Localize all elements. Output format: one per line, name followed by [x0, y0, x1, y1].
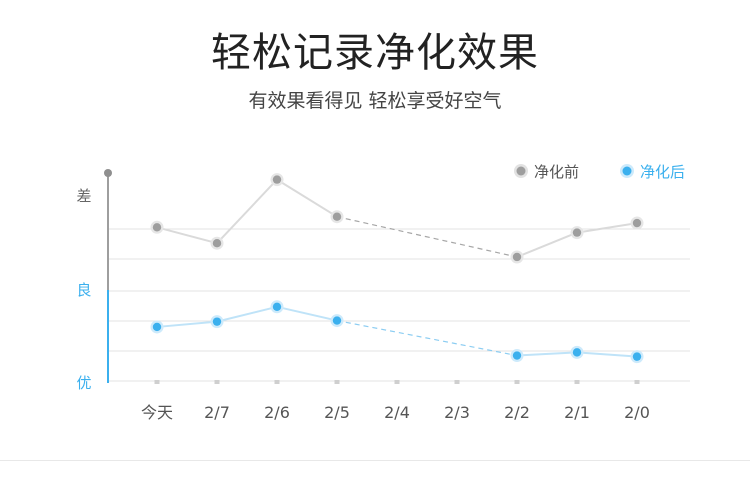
data-point — [152, 322, 162, 332]
series-line-segment — [156, 226, 218, 245]
x-tick-label: 2/0 — [624, 403, 650, 422]
data-point — [332, 212, 342, 221]
data-point — [572, 228, 582, 237]
y-label-excellent: 优 — [76, 374, 91, 392]
x-tick-label: 2/7 — [204, 403, 230, 422]
series-line-segment — [516, 231, 578, 258]
x-tick — [514, 380, 520, 384]
legend-marker — [516, 166, 526, 176]
series-line-segment — [576, 222, 638, 234]
footer-divider — [0, 460, 750, 461]
x-tick-label: 2/2 — [504, 403, 530, 422]
data-point — [272, 302, 282, 311]
x-tick-label: 2/6 — [264, 403, 290, 422]
series-line-segment — [576, 351, 638, 358]
x-tick — [214, 380, 220, 384]
x-tick — [454, 380, 460, 384]
data-point — [332, 316, 342, 325]
series-line-segment — [516, 351, 578, 357]
data-point — [212, 239, 222, 248]
x-tick — [634, 380, 640, 384]
x-tick — [394, 380, 400, 384]
x-tick-label: 今天 — [141, 403, 173, 422]
page-subtitle: 有效果看得见 轻松享受好空气 — [248, 90, 502, 112]
data-point — [512, 351, 522, 360]
x-axis-labels: 今天 2/7 2/6 2/5 2/4 2/3 2/2 2/1 2/0 — [141, 403, 650, 422]
data-point — [212, 317, 222, 326]
series-line-segment — [276, 305, 338, 322]
data-point — [512, 252, 522, 262]
series-line-segment — [336, 216, 518, 258]
y-axis-labels: 差良优 — [76, 187, 91, 392]
series-line-segment — [216, 305, 278, 323]
y-label-good: 良 — [76, 281, 91, 299]
x-tick-label: 2/5 — [324, 403, 350, 422]
data-point — [272, 175, 282, 184]
y-label-bad: 差 — [76, 187, 91, 205]
x-tick-label: 2/1 — [564, 403, 590, 422]
x-tick — [574, 380, 580, 384]
series-layer — [150, 173, 644, 364]
legend-marker — [622, 166, 632, 176]
data-point — [572, 348, 582, 357]
page-title: 轻松记录净化效果 — [211, 30, 539, 76]
legend-label: 净化后 — [640, 163, 685, 181]
series-line-segment — [336, 319, 518, 357]
x-tick-label: 2/3 — [444, 403, 470, 422]
series-line-segment — [156, 320, 218, 328]
y-axis-top-dot — [104, 169, 112, 177]
series-line-segment — [216, 178, 278, 244]
grid-layer — [108, 228, 690, 382]
legend-label: 净化前 — [534, 163, 579, 181]
legend-item-after: 净化后 — [620, 163, 685, 181]
data-point — [152, 223, 162, 232]
data-point — [632, 352, 642, 361]
axis-layer — [104, 169, 640, 384]
x-tick — [334, 380, 340, 384]
x-tick — [274, 380, 280, 384]
legend: 净化前 净化后 — [514, 163, 685, 181]
legend-item-before: 净化前 — [514, 163, 579, 181]
x-tick-label: 2/4 — [384, 403, 410, 422]
series-line-segment — [276, 178, 338, 218]
x-tick — [154, 380, 160, 384]
data-point — [632, 218, 642, 228]
